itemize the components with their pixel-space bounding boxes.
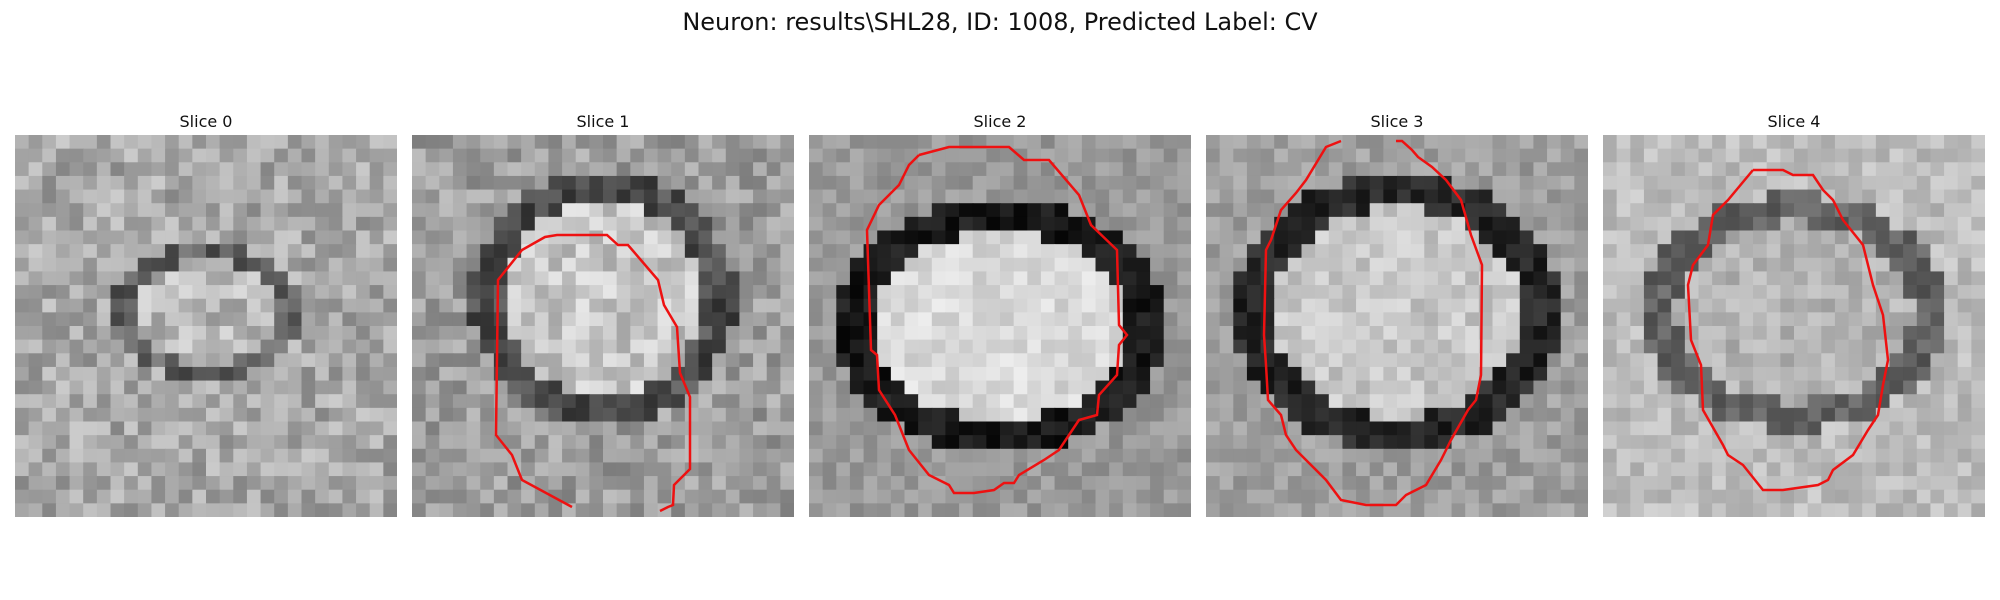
slice-title: Slice 2 [973, 112, 1027, 131]
slice-image-0 [15, 135, 397, 517]
slice-image-4 [1603, 135, 1985, 517]
segmentation-contour [1686, 168, 1890, 492]
slice-image-2 [809, 135, 1191, 517]
slice-image-3 [1206, 135, 1588, 517]
slice-title: Slice 3 [1370, 112, 1424, 131]
segmentation-contour [494, 233, 692, 513]
slice-image-1 [412, 135, 794, 517]
slice-title: Slice 4 [1767, 112, 1821, 131]
figure-title: Neuron: results\SHL28, ID: 1008, Predict… [682, 8, 1318, 36]
slice-title: Slice 0 [179, 112, 233, 131]
segmentation-contour [1262, 139, 1484, 507]
segmentation-contour [865, 145, 1129, 495]
slice-title: Slice 1 [576, 112, 630, 131]
